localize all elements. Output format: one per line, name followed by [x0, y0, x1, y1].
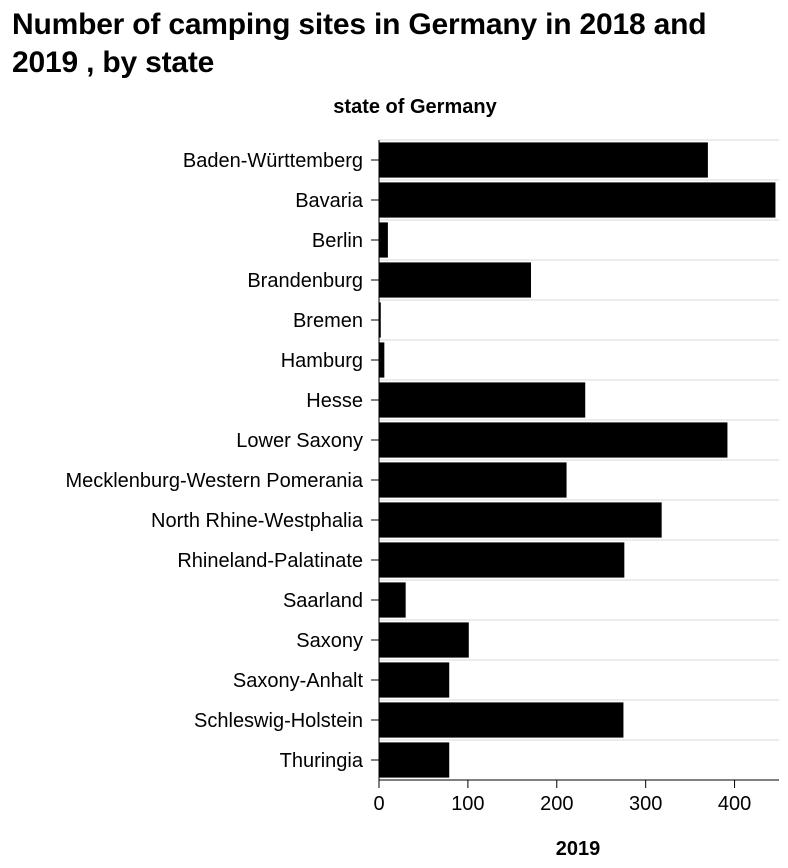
bar — [379, 542, 625, 578]
category-label: Brandenburg — [247, 270, 363, 292]
x-tick-label: 300 — [629, 793, 662, 815]
category-label: Schleswig-Holstein — [194, 710, 363, 732]
category-label: Saxony-Anhalt — [233, 670, 364, 692]
bar — [379, 262, 531, 298]
bar — [379, 302, 381, 338]
bar — [379, 182, 776, 218]
bar — [379, 342, 385, 378]
bar — [379, 462, 567, 498]
x-axis-title: 2019 — [556, 838, 601, 860]
y-axis-title: state of Germany — [333, 96, 497, 118]
category-label: Hamburg — [281, 350, 363, 372]
category-label: Baden-Württemberg — [183, 150, 363, 172]
category-label: Saxony — [296, 630, 363, 652]
bar — [379, 502, 662, 538]
bars — [379, 142, 776, 778]
bar — [379, 142, 708, 178]
category-label: North Rhine-Westphalia — [151, 510, 364, 532]
category-label: Bavaria — [295, 190, 364, 212]
bar — [379, 582, 406, 618]
category-label: Hesse — [306, 390, 363, 412]
bar — [379, 222, 388, 258]
category-label: Rhineland-Palatinate — [177, 550, 363, 572]
bar — [379, 662, 450, 698]
category-label: Bremen — [293, 310, 363, 332]
axes: Baden-Württemberg Bavaria Berlin Brandenbur… — [65, 140, 779, 815]
category-label: Lower Saxony — [236, 430, 363, 452]
x-tick-label: 200 — [540, 793, 573, 815]
bar — [379, 742, 450, 778]
category-label: Mecklenburg-Western Pomerania — [65, 470, 363, 492]
x-tick-label: 100 — [451, 793, 484, 815]
category-label: Thuringia — [280, 750, 364, 772]
category-label: Saarland — [283, 590, 363, 612]
bar — [379, 422, 728, 458]
chart-title: Number of camping sites in Germany in 20… — [12, 8, 707, 79]
category-label: Berlin — [312, 230, 363, 252]
bar — [379, 702, 624, 738]
x-tick-label: 400 — [718, 793, 751, 815]
bar — [379, 622, 469, 658]
x-tick-label: 0 — [373, 793, 384, 815]
bar — [379, 382, 586, 418]
